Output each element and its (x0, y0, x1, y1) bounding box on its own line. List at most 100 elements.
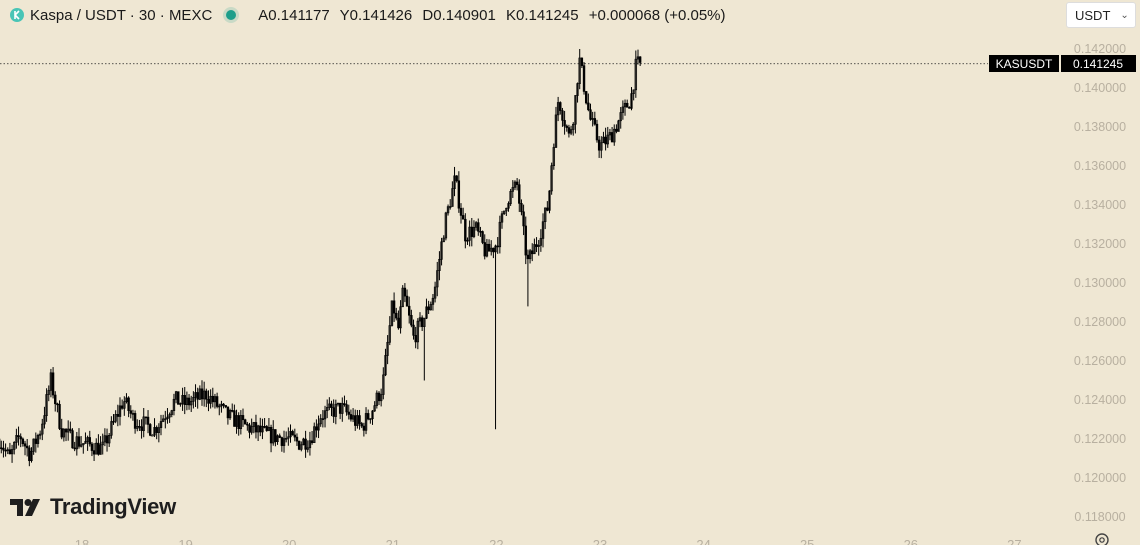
candle-body (101, 441, 104, 446)
candle-body (634, 58, 638, 91)
candle-body (157, 427, 161, 433)
candle-body (556, 102, 560, 116)
candle-body (30, 450, 33, 462)
price-tick-label: 0.124000 (1074, 393, 1126, 407)
candle-body (630, 93, 633, 109)
price-tick-label: 0.140000 (1074, 81, 1126, 95)
candle-body (511, 187, 515, 192)
candle-body (181, 395, 184, 404)
candle-body (336, 402, 340, 405)
candle-body (92, 450, 96, 455)
candle-body (617, 120, 620, 132)
candle-body (56, 403, 59, 406)
candle-body (284, 437, 288, 440)
candle-body (274, 429, 277, 442)
candle-body (531, 250, 534, 255)
candle-body (494, 245, 497, 253)
candle-body (276, 435, 279, 442)
candle-body (535, 244, 538, 247)
symbol-title[interactable]: Kaspa / USDT · 30 · MEXC (30, 6, 213, 24)
chevron-down-icon: ⌄ (1120, 9, 1129, 21)
candle-body (213, 396, 217, 403)
candle-body (66, 428, 70, 433)
candle-body (237, 415, 240, 430)
candle-body (420, 317, 424, 327)
candle-body (127, 397, 130, 411)
currency-select[interactable]: USDT ⌄ (1066, 2, 1136, 28)
candle-body (198, 388, 202, 400)
candlestick-series (0, 49, 642, 467)
time-axis[interactable]: 18 19 20 21 22 23 24 25 26 27 (75, 537, 1022, 545)
candle-body (317, 423, 320, 431)
candle-body (565, 125, 568, 128)
candle-body (621, 106, 625, 113)
candle-body (606, 134, 609, 145)
candle-body (209, 395, 212, 404)
candle-body (550, 165, 553, 192)
candle-body (166, 416, 169, 420)
candle-body (325, 407, 329, 411)
candle-body (453, 175, 456, 189)
candle-body (82, 443, 85, 446)
price-axis[interactable]: 0.118000 0.120000 0.122000 0.124000 0.126000… (1074, 42, 1126, 524)
candle-body (628, 106, 631, 109)
candle-body (520, 203, 523, 213)
candle-body (401, 287, 404, 308)
candle-body (282, 438, 286, 446)
candle-body (194, 392, 197, 398)
candle-body (168, 414, 171, 418)
candle-body (75, 436, 79, 450)
candle-body (151, 434, 154, 437)
candle-body (528, 250, 532, 260)
candle-body (306, 447, 309, 450)
candle-body (364, 413, 368, 431)
candle-body (591, 118, 594, 120)
candle-body (161, 418, 165, 422)
candle-body (613, 128, 616, 143)
candle-body (507, 203, 510, 209)
candle-body (95, 442, 98, 455)
candle-body (354, 415, 357, 426)
candle-body (552, 147, 556, 166)
candle-body (319, 418, 322, 425)
price-tick-label: 0.142000 (1074, 42, 1126, 56)
candle-body (280, 437, 284, 446)
candle-body (88, 437, 91, 445)
candle-body (388, 325, 391, 343)
candle-body (449, 206, 452, 208)
price-tick-label: 0.118000 (1074, 510, 1125, 524)
candle-body (464, 218, 467, 242)
candle-body (60, 428, 63, 438)
candle-body (537, 245, 540, 247)
candle-body (615, 128, 618, 132)
candle-body (110, 421, 113, 436)
time-tick-label: 19 (178, 537, 192, 545)
candle-body (360, 423, 363, 427)
candle-body (559, 102, 562, 111)
candle-body (17, 435, 20, 437)
candle-body (308, 440, 312, 449)
candle-body (54, 394, 57, 405)
candle-body (131, 413, 135, 415)
candle-body (267, 427, 271, 431)
candle-body (164, 418, 167, 421)
candle-body (436, 270, 439, 288)
candle-body (202, 390, 206, 400)
candle-body (187, 397, 191, 406)
candle-body (233, 410, 236, 427)
candle-body (211, 395, 214, 403)
candle-body (332, 407, 335, 417)
candle-body (481, 231, 484, 243)
ohlc-high: Y0.141426 (339, 6, 413, 24)
candle-body (619, 112, 622, 122)
settings-gear-icon[interactable] (1095, 533, 1109, 545)
candle-body (23, 443, 27, 447)
candle-body (218, 405, 221, 408)
candle-body (457, 180, 461, 209)
candle-body (425, 306, 428, 319)
candle-body (589, 109, 592, 120)
candle-body (207, 398, 210, 404)
market-open-status-icon (226, 10, 237, 20)
candle-body (8, 449, 12, 455)
